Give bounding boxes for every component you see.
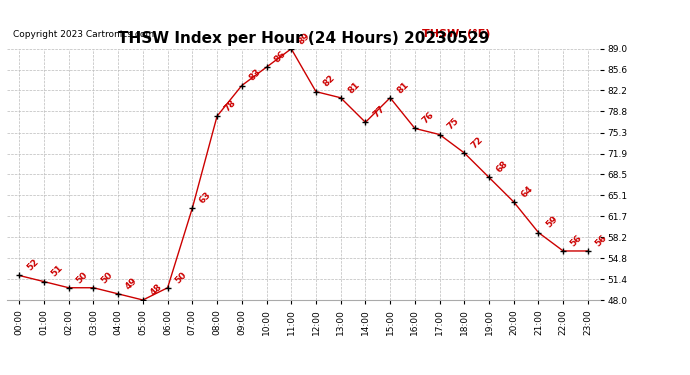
Text: 77: 77 xyxy=(371,104,386,120)
Text: 59: 59 xyxy=(544,214,560,230)
Text: 63: 63 xyxy=(198,190,213,205)
Text: 64: 64 xyxy=(520,184,535,199)
Text: 50: 50 xyxy=(75,270,90,285)
Text: 81: 81 xyxy=(346,80,362,95)
Text: 89: 89 xyxy=(297,31,312,46)
Text: 52: 52 xyxy=(25,258,40,273)
Text: 81: 81 xyxy=(395,80,411,95)
Text: 51: 51 xyxy=(50,264,65,279)
Text: 48: 48 xyxy=(148,282,164,297)
Text: 72: 72 xyxy=(470,135,485,150)
Text: Copyright 2023 Cartronics.com: Copyright 2023 Cartronics.com xyxy=(13,30,154,39)
Text: 56: 56 xyxy=(569,233,584,248)
Text: 75: 75 xyxy=(445,117,460,132)
Title: THSW Index per Hour (24 Hours) 20230529: THSW Index per Hour (24 Hours) 20230529 xyxy=(118,31,489,46)
Text: 82: 82 xyxy=(322,74,337,89)
Text: 50: 50 xyxy=(99,270,114,285)
Text: THSW  (°F): THSW (°F) xyxy=(422,28,491,39)
Text: 68: 68 xyxy=(495,159,510,175)
Text: 76: 76 xyxy=(420,110,435,126)
Text: 86: 86 xyxy=(272,49,287,64)
Text: 50: 50 xyxy=(173,270,188,285)
Text: 78: 78 xyxy=(223,98,238,113)
Text: 49: 49 xyxy=(124,276,139,291)
Text: 56: 56 xyxy=(593,233,609,248)
Text: 83: 83 xyxy=(247,68,263,83)
